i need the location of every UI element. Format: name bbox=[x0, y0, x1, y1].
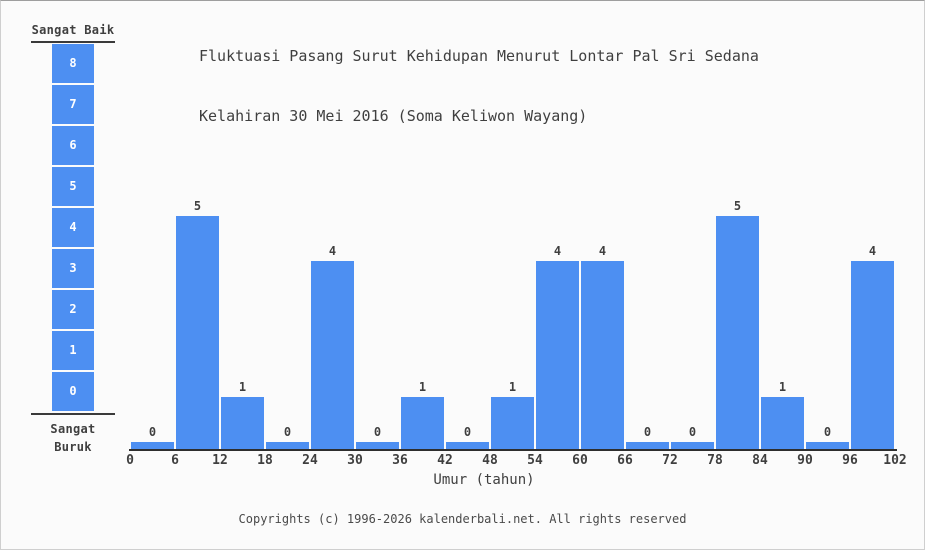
bar-value-label: 0 bbox=[463, 425, 472, 439]
x-tick-label-24: 24 bbox=[302, 453, 318, 468]
bar-age-12-18 bbox=[221, 397, 264, 449]
chart-title: Fluktuasi Pasang Surut Kehidupan Menurut… bbox=[199, 6, 759, 146]
x-tick-label-54: 54 bbox=[527, 453, 543, 468]
bar-value-label: 4 bbox=[868, 244, 877, 258]
bar-value-label: 4 bbox=[553, 244, 562, 258]
bar-age-18-24 bbox=[266, 442, 309, 449]
bar-age-90-96 bbox=[806, 442, 849, 449]
scale-level-box-4: 4 bbox=[52, 208, 94, 247]
bar-value-label: 0 bbox=[823, 425, 832, 439]
scale-level-box-1: 1 bbox=[52, 331, 94, 370]
scale-level-box-0: 0 bbox=[52, 372, 94, 411]
bar-age-36-42 bbox=[401, 397, 444, 449]
scale-bottom-label: Sangat Buruk bbox=[50, 422, 96, 454]
bar-value-label: 0 bbox=[373, 425, 382, 439]
scale-level-box-7: 7 bbox=[52, 85, 94, 124]
bar-value-label: 0 bbox=[643, 425, 652, 439]
chart-title-line1: Fluktuasi Pasang Surut Kehidupan Menurut… bbox=[199, 47, 759, 65]
scale-level-box-8: 8 bbox=[52, 44, 94, 83]
footer-copyright: Copyrights (c) 1996-2026 kalenderbali.ne… bbox=[238, 512, 687, 526]
bar-age-24-30 bbox=[311, 261, 354, 449]
scale-top-divider bbox=[31, 41, 115, 43]
bar-value-label: 4 bbox=[328, 244, 337, 258]
bar-age-6-12 bbox=[176, 216, 219, 449]
bar-value-label: 5 bbox=[193, 199, 202, 213]
chart-title-line2: Kelahiran 30 Mei 2016 (Soma Keliwon Waya… bbox=[199, 107, 588, 125]
x-tick-label-12: 12 bbox=[212, 453, 228, 468]
bar-age-72-78 bbox=[671, 442, 714, 449]
bar-value-label: 1 bbox=[508, 380, 517, 394]
bar-value-label: 1 bbox=[778, 380, 787, 394]
x-tick-label-18: 18 bbox=[257, 453, 273, 468]
bar-age-60-66 bbox=[581, 261, 624, 449]
x-tick-label-48: 48 bbox=[482, 453, 498, 468]
x-axis-line bbox=[129, 449, 897, 451]
scale-level-box-6: 6 bbox=[52, 126, 94, 165]
scale-level-box-2: 2 bbox=[52, 290, 94, 329]
x-tick-label-36: 36 bbox=[392, 453, 408, 468]
x-tick-label-42: 42 bbox=[437, 453, 453, 468]
bar-age-54-60 bbox=[536, 261, 579, 449]
x-tick-label-60: 60 bbox=[572, 453, 588, 468]
bar-age-48-54 bbox=[491, 397, 534, 449]
x-tick-label-30: 30 bbox=[347, 453, 363, 468]
bar-value-label: 1 bbox=[238, 380, 247, 394]
bar-value-label: 5 bbox=[733, 199, 742, 213]
x-tick-label-6: 6 bbox=[171, 453, 179, 468]
x-tick-label-78: 78 bbox=[707, 453, 723, 468]
x-tick-label-72: 72 bbox=[662, 453, 678, 468]
scale-level-box-3: 3 bbox=[52, 249, 94, 288]
bar-age-78-84 bbox=[716, 216, 759, 449]
bar-age-96-102 bbox=[851, 261, 894, 449]
x-tick-label-90: 90 bbox=[797, 453, 813, 468]
bar-age-42-48 bbox=[446, 442, 489, 449]
x-tick-label-96: 96 bbox=[842, 453, 858, 468]
bar-value-label: 0 bbox=[148, 425, 157, 439]
bar-age-84-90 bbox=[761, 397, 804, 449]
bar-age-30-36 bbox=[356, 442, 399, 449]
x-tick-label-84: 84 bbox=[752, 453, 768, 468]
bar-age-66-72 bbox=[626, 442, 669, 449]
scale-top-label: Sangat Baik bbox=[31, 23, 115, 37]
x-tick-label-102: 102 bbox=[883, 453, 907, 468]
x-tick-label-0: 0 bbox=[126, 453, 134, 468]
scale-bottom-divider bbox=[31, 413, 115, 415]
bar-value-label: 1 bbox=[418, 380, 427, 394]
bar-age-0-6 bbox=[131, 442, 174, 449]
bar-value-label: 0 bbox=[688, 425, 697, 439]
x-axis-title: Umur (tahun) bbox=[433, 472, 535, 488]
x-tick-label-66: 66 bbox=[617, 453, 633, 468]
x-axis-ticks: 0 6 12 18 24 30 36 42 48 54 60 66 72 78 84 90 96 102 bbox=[126, 453, 907, 469]
bar-value-label: 4 bbox=[598, 244, 607, 258]
bar-value-label: 0 bbox=[283, 425, 292, 439]
scale-level-box-5: 5 bbox=[52, 167, 94, 206]
